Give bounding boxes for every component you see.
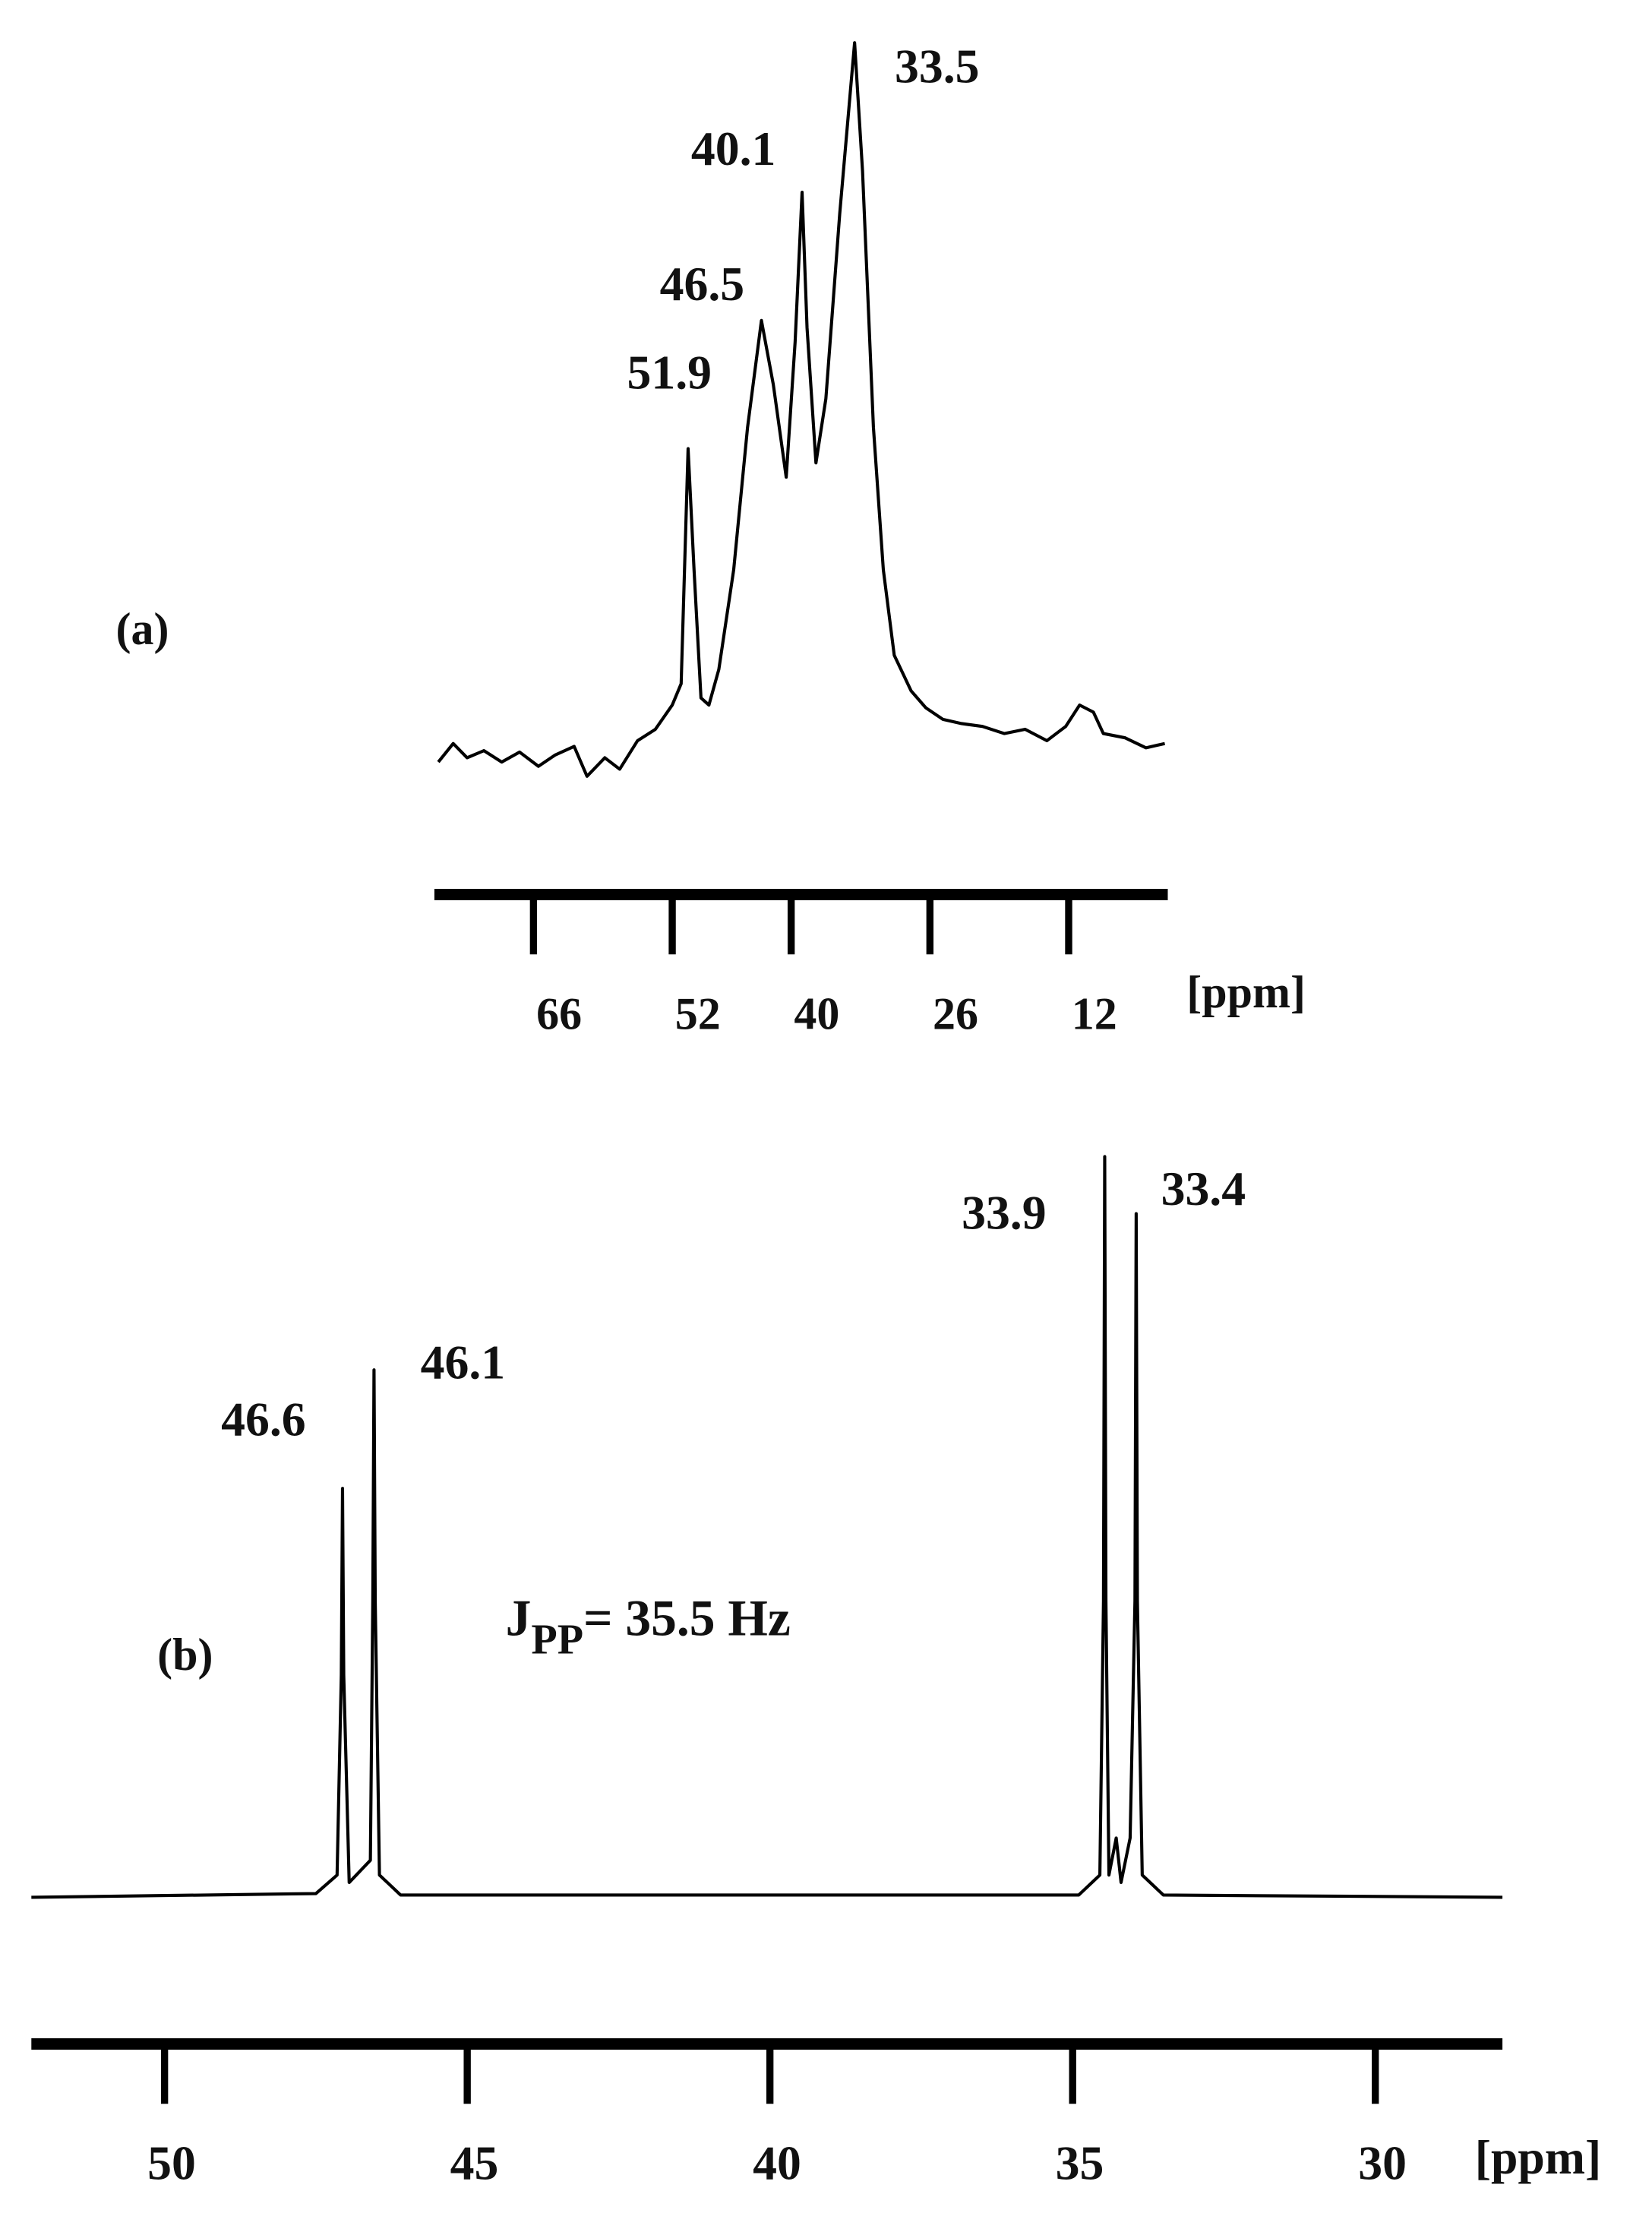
x-tick-label: 26 [933, 988, 978, 1039]
peak-label: 33.5 [895, 39, 980, 93]
spectrum-line [31, 1155, 1503, 1899]
panel-label: (b) [157, 1630, 213, 1680]
x-axis-label: [ppm] [1475, 2130, 1601, 2184]
x-tick-label: 30 [1358, 2136, 1407, 2189]
x-tick-label: 35 [1056, 2136, 1104, 2189]
peak-label: 46.6 [221, 1393, 306, 1446]
peak-label: 40.1 [691, 122, 776, 175]
spectrum-line [437, 41, 1166, 778]
coupling-subscript: PP [531, 1617, 583, 1664]
x-tick-label: 45 [450, 2136, 499, 2189]
x-axis-label: [ppm] [1186, 967, 1306, 1017]
peak-label: 33.4 [1161, 1162, 1246, 1216]
x-tick-label: 66 [536, 988, 582, 1039]
panel-label: (a) [116, 604, 169, 654]
peak-label: 33.9 [962, 1186, 1047, 1240]
panel: 66 52 40 26 12 [ppm] (a) 51.9 46.5 40.1 33.5 [116, 39, 1306, 1039]
x-tick-label: 12 [1072, 988, 1117, 1039]
coupling-constant: JPP= 35.5 Hz [506, 1590, 791, 1664]
x-tick-label: 40 [753, 2136, 801, 2189]
x-tick-label: 50 [147, 2136, 196, 2189]
panel: 50 45 40 35 30 [ppm] (b) 46.6 46.1 33.9 33.4 JPP= 3… [31, 1155, 1601, 2189]
x-tick-label: 52 [675, 988, 721, 1039]
peak-label: 46.1 [421, 1336, 506, 1389]
coupling-symbol: J [506, 1590, 532, 1647]
peak-label: 51.9 [627, 345, 712, 399]
coupling-value: = 35.5 Hz [583, 1590, 791, 1647]
x-tick-label: 40 [794, 988, 839, 1039]
peak-label: 46.5 [660, 257, 745, 311]
